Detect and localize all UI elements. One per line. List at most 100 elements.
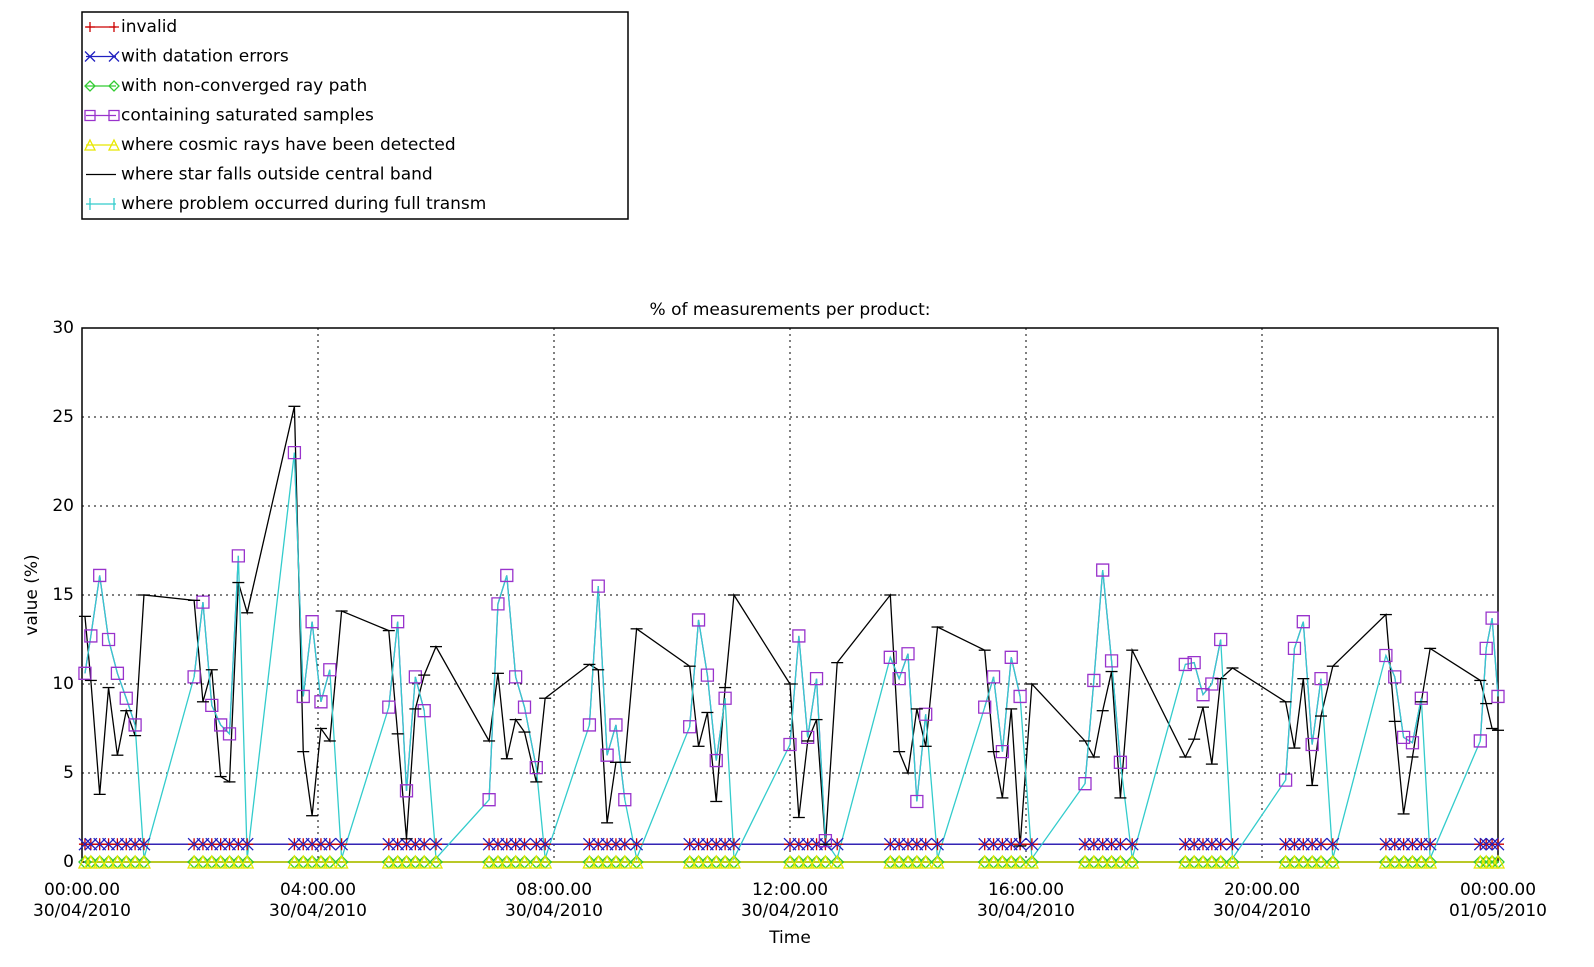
marker — [727, 837, 741, 851]
marker — [1004, 854, 1019, 869]
y-axis-label: value (%) — [22, 554, 42, 635]
series-line — [84, 406, 1499, 847]
marker — [1113, 755, 1128, 769]
marker — [93, 568, 107, 583]
x-tick-label: 00:00.00 30/04/2010 — [33, 880, 131, 921]
y-tick-label: 10 — [52, 674, 74, 694]
marker — [1125, 837, 1139, 851]
marker — [1296, 854, 1311, 869]
marker — [429, 837, 443, 851]
marker — [582, 854, 597, 869]
marker — [195, 854, 211, 869]
marker — [1491, 837, 1505, 851]
x-tick-label: 16:00.00 30/04/2010 — [977, 880, 1075, 921]
marker — [119, 854, 134, 869]
marker — [335, 837, 349, 851]
marker — [222, 727, 237, 741]
marker — [1305, 737, 1319, 752]
y-tick-label: 15 — [52, 585, 74, 605]
marker — [791, 854, 806, 869]
marker — [322, 854, 337, 869]
marker — [334, 854, 349, 869]
legend-marker — [108, 80, 120, 92]
marker — [508, 854, 523, 869]
marker — [1095, 854, 1110, 869]
marker — [809, 672, 824, 686]
marker — [883, 854, 898, 869]
legend-marker — [83, 138, 97, 151]
marker — [600, 854, 615, 869]
marker — [417, 854, 432, 869]
marker — [900, 854, 916, 869]
legend-label: where problem occurred during full trans… — [121, 194, 486, 214]
marker — [700, 854, 715, 869]
marker — [1378, 854, 1393, 869]
legend-label: where cosmic rays have been detected — [121, 135, 456, 155]
marker — [417, 837, 431, 851]
marker — [1491, 689, 1505, 704]
marker — [296, 689, 310, 704]
marker — [83, 854, 98, 869]
marker — [408, 854, 423, 869]
marker — [901, 647, 915, 661]
marker — [390, 854, 405, 869]
legend-marker — [84, 109, 96, 122]
marker — [1178, 854, 1193, 869]
marker — [608, 854, 624, 869]
marker — [800, 854, 815, 869]
marker — [1473, 734, 1487, 748]
legend-marker — [108, 109, 120, 122]
legend-item: with datation errors — [84, 47, 289, 67]
marker — [1025, 837, 1039, 851]
marker — [1388, 670, 1402, 684]
marker — [682, 854, 697, 869]
marker — [296, 854, 311, 869]
marker — [801, 730, 815, 745]
marker — [709, 854, 724, 869]
legend-item: containing saturated samples — [84, 106, 374, 126]
marker — [1196, 688, 1210, 702]
marker — [591, 854, 606, 869]
marker — [986, 854, 1001, 869]
marker — [726, 854, 742, 869]
marker — [391, 615, 405, 629]
marker — [1226, 837, 1239, 851]
marker — [1396, 730, 1411, 745]
marker — [718, 691, 732, 705]
marker — [101, 632, 116, 647]
marker — [214, 718, 228, 732]
marker — [683, 720, 697, 734]
marker — [305, 854, 320, 869]
marker — [491, 597, 505, 611]
marker — [119, 691, 133, 705]
marker — [1287, 641, 1302, 656]
marker — [582, 718, 597, 732]
marker — [78, 666, 92, 680]
marker — [1078, 777, 1092, 791]
marker — [1423, 837, 1437, 851]
legend-marker — [107, 138, 121, 151]
legend-label: invalid — [121, 17, 177, 37]
marker — [1278, 773, 1293, 787]
legend-label: with non-converged ray path — [121, 76, 367, 96]
marker — [187, 854, 202, 869]
chart-title: % of measurements per product: — [650, 300, 931, 320]
marker — [1305, 854, 1320, 869]
marker — [1004, 650, 1018, 664]
marker — [1214, 632, 1228, 647]
marker — [1479, 641, 1493, 656]
marker — [482, 854, 497, 869]
marker — [691, 854, 706, 869]
marker — [101, 854, 116, 869]
marker — [1278, 854, 1293, 869]
marker — [538, 854, 553, 869]
marker — [1205, 677, 1219, 691]
marker — [995, 854, 1010, 869]
marker — [1405, 736, 1420, 750]
marker — [428, 854, 444, 869]
marker — [792, 629, 806, 643]
x-tick-label: 04:00.00 30/04/2010 — [269, 880, 367, 921]
marker — [1414, 854, 1429, 869]
marker — [231, 854, 246, 869]
marker — [617, 854, 632, 869]
